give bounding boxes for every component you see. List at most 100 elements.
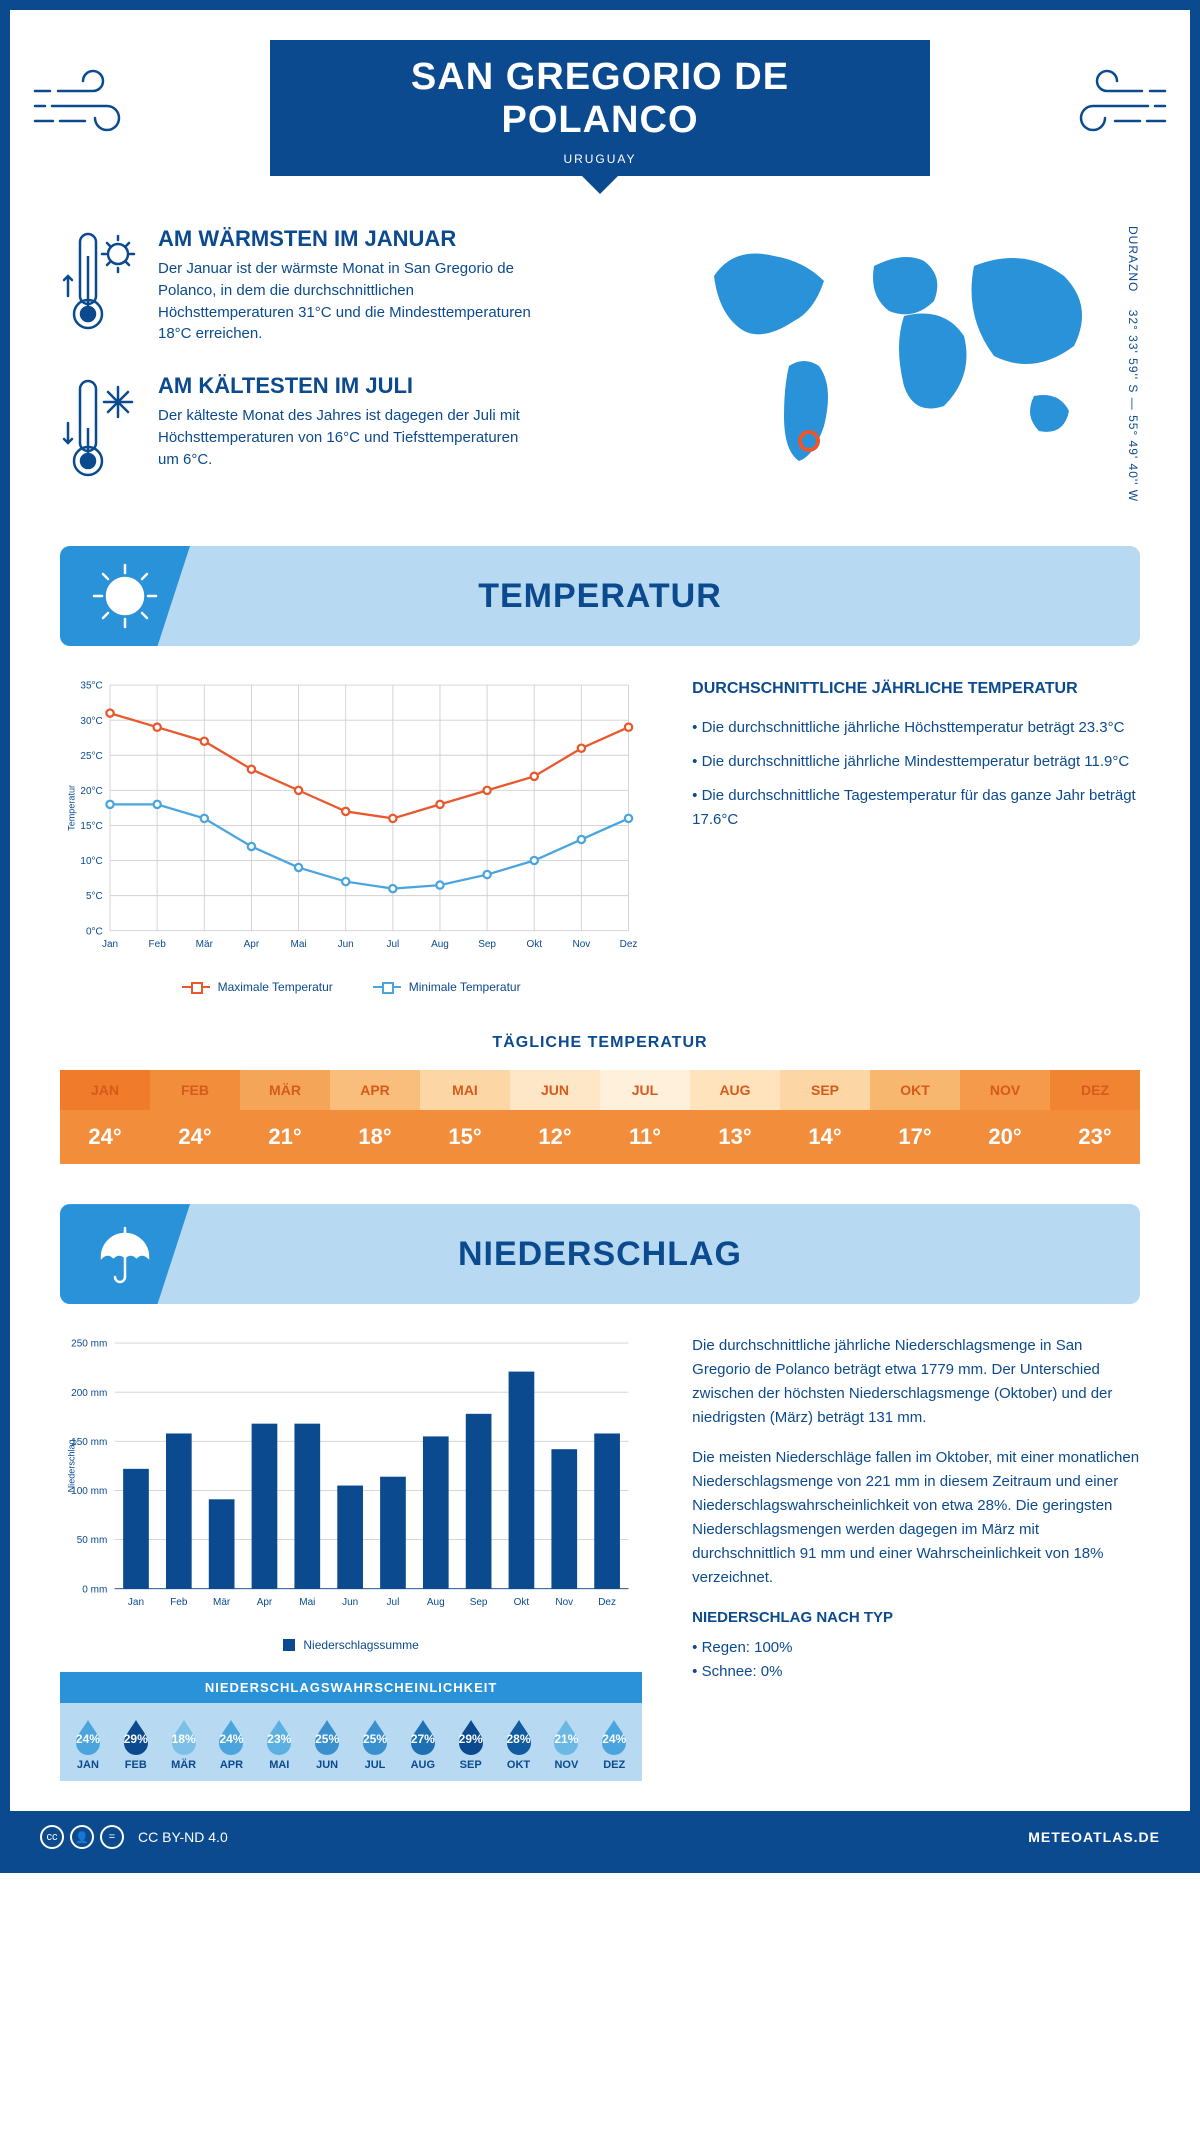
by-icon: 👤 (70, 1825, 94, 1849)
umbrella-icon (60, 1204, 190, 1304)
info-title: DURCHSCHNITTLICHE JÄHRLICHE TEMPERATUR (692, 676, 1140, 702)
svg-text:Apr: Apr (257, 1597, 273, 1608)
temp-column: AUG 13° (690, 1070, 780, 1164)
wind-icon (1060, 66, 1170, 151)
svg-text:Jun: Jun (342, 1597, 358, 1608)
country-label: URUGUAY (310, 152, 890, 166)
prob-cell: 24%DEZ (590, 1717, 638, 1771)
temp-column: MAI 15° (420, 1070, 510, 1164)
section-title: TEMPERATUR (478, 577, 722, 616)
svg-text:100 mm: 100 mm (71, 1486, 107, 1497)
svg-text:20°C: 20°C (80, 786, 102, 797)
precip-type-title: NIEDERSCHLAG NACH TYP (692, 1606, 1140, 1630)
title-ribbon: SAN GREGORIO DE POLANCO URUGUAY (270, 40, 930, 176)
svg-text:Jun: Jun (338, 939, 354, 950)
coldest-block: AM KÄLTESTEN IM JULI Der kälteste Monat … (60, 373, 644, 488)
precip-p2: Die meisten Niederschläge fallen im Okto… (692, 1446, 1140, 1590)
warmest-title: AM WÄRMSTEN IM JANUAR (158, 226, 538, 252)
temp-column: MÄR 21° (240, 1070, 330, 1164)
prob-cell: 29%SEP (447, 1717, 495, 1771)
page-footer: cc 👤 = CC BY-ND 4.0 METEOATLAS.DE (10, 1811, 1190, 1863)
svg-text:Jan: Jan (102, 939, 118, 950)
svg-text:Nov: Nov (572, 939, 590, 950)
svg-text:Sep: Sep (478, 939, 496, 950)
svg-text:Dez: Dez (598, 1597, 616, 1608)
temp-column: OKT 17° (870, 1070, 960, 1164)
precipitation-info: Die durchschnittliche jährliche Niedersc… (692, 1334, 1140, 1781)
svg-text:Okt: Okt (514, 1597, 530, 1608)
wind-icon (30, 66, 140, 151)
license-text: CC BY-ND 4.0 (138, 1829, 228, 1845)
thermometer-hot-icon (60, 226, 140, 345)
info-item: Die durchschnittliche Tagestemperatur fü… (692, 784, 1140, 832)
temperature-info: DURCHSCHNITTLICHE JÄHRLICHE TEMPERATUR D… (692, 676, 1140, 994)
info-item: Die durchschnittliche jährliche Mindestt… (692, 750, 1140, 774)
cc-icon: cc (40, 1825, 64, 1849)
prob-title: NIEDERSCHLAGSWAHRSCHEINLICHKEIT (60, 1672, 642, 1703)
coordinates-label: DURAZNO 32° 33' 59'' S — 55° 49' 40'' W (1126, 226, 1140, 502)
svg-text:Feb: Feb (149, 939, 167, 950)
svg-text:Jul: Jul (386, 939, 399, 950)
section-header-temperatur: TEMPERATUR (60, 546, 1140, 646)
prob-cell: 18%MÄR (160, 1717, 208, 1771)
svg-text:Mai: Mai (291, 939, 307, 950)
svg-text:25°C: 25°C (80, 751, 102, 762)
precip-p1: Die durchschnittliche jährliche Niedersc… (692, 1334, 1140, 1430)
prob-cell: 25%JUL (351, 1717, 399, 1771)
license-block: cc 👤 = CC BY-ND 4.0 (40, 1825, 228, 1849)
svg-text:35°C: 35°C (80, 681, 102, 692)
prob-cell: 29%FEB (112, 1717, 160, 1771)
nd-icon: = (100, 1825, 124, 1849)
svg-text:Nov: Nov (555, 1597, 573, 1608)
svg-text:Sep: Sep (470, 1597, 488, 1608)
prob-cell: 21%NOV (542, 1717, 590, 1771)
section-header-niederschlag: NIEDERSCHLAG (60, 1204, 1140, 1304)
svg-text:50 mm: 50 mm (77, 1535, 108, 1546)
prob-cell: 25%JUN (303, 1717, 351, 1771)
precipitation-probability-box: NIEDERSCHLAGSWAHRSCHEINLICHKEIT 24%JAN29… (60, 1672, 642, 1781)
type-item: • Regen: 100% (692, 1636, 1140, 1660)
thermometer-cold-icon (60, 373, 140, 488)
svg-text:200 mm: 200 mm (71, 1388, 107, 1399)
brand-label: METEOATLAS.DE (1028, 1829, 1160, 1845)
temp-column: SEP 14° (780, 1070, 870, 1164)
svg-text:Dez: Dez (620, 939, 638, 950)
temp-column: APR 18° (330, 1070, 420, 1164)
svg-text:15°C: 15°C (80, 821, 102, 832)
temp-column: NOV 20° (960, 1070, 1050, 1164)
svg-text:5°C: 5°C (86, 891, 103, 902)
svg-text:Jul: Jul (387, 1597, 400, 1608)
svg-text:Temperatur: Temperatur (67, 785, 77, 831)
section-title: NIEDERSCHLAG (458, 1235, 742, 1274)
sun-icon (60, 546, 190, 646)
warmest-block: AM WÄRMSTEN IM JANUAR Der Januar ist der… (60, 226, 644, 345)
prob-cell: 27%AUG (399, 1717, 447, 1771)
prob-cell: 28%OKT (495, 1717, 543, 1771)
daily-temp-title: TÄGLICHE TEMPERATUR (60, 1034, 1140, 1052)
svg-text:Aug: Aug (427, 1597, 445, 1608)
coldest-text: Der kälteste Monat des Jahres ist dagege… (158, 405, 538, 470)
temp-column: JUL 11° (600, 1070, 690, 1164)
prob-cell: 24%JAN (64, 1717, 112, 1771)
svg-text:Feb: Feb (170, 1597, 188, 1608)
world-map-icon (684, 226, 1114, 491)
svg-text:Jan: Jan (128, 1597, 144, 1608)
chart-legend: Niederschlagssumme (60, 1638, 642, 1652)
svg-text:Apr: Apr (244, 939, 260, 950)
svg-text:Okt: Okt (526, 939, 542, 950)
svg-text:250 mm: 250 mm (71, 1339, 107, 1350)
temperature-line-chart: 0°C5°C10°C15°C20°C25°C30°C35°CJanFebMärA… (60, 676, 642, 994)
chart-legend: Maximale Temperatur Minimale Temperatur (60, 980, 642, 994)
svg-text:Niederschlag: Niederschlag (67, 1439, 77, 1492)
temp-column: DEZ 23° (1050, 1070, 1140, 1164)
svg-text:Aug: Aug (431, 939, 449, 950)
svg-text:30°C: 30°C (80, 716, 102, 727)
prob-cell: 23%MAI (255, 1717, 303, 1771)
svg-text:Mai: Mai (299, 1597, 315, 1608)
prob-cell: 24%APR (208, 1717, 256, 1771)
type-item: • Schnee: 0% (692, 1660, 1140, 1684)
city-title: SAN GREGORIO DE POLANCO (310, 56, 890, 142)
temp-column: JAN 24° (60, 1070, 150, 1164)
precipitation-bar-chart: 0 mm50 mm100 mm150 mm200 mm250 mmJanFebM… (60, 1334, 642, 1781)
svg-text:Mär: Mär (196, 939, 214, 950)
